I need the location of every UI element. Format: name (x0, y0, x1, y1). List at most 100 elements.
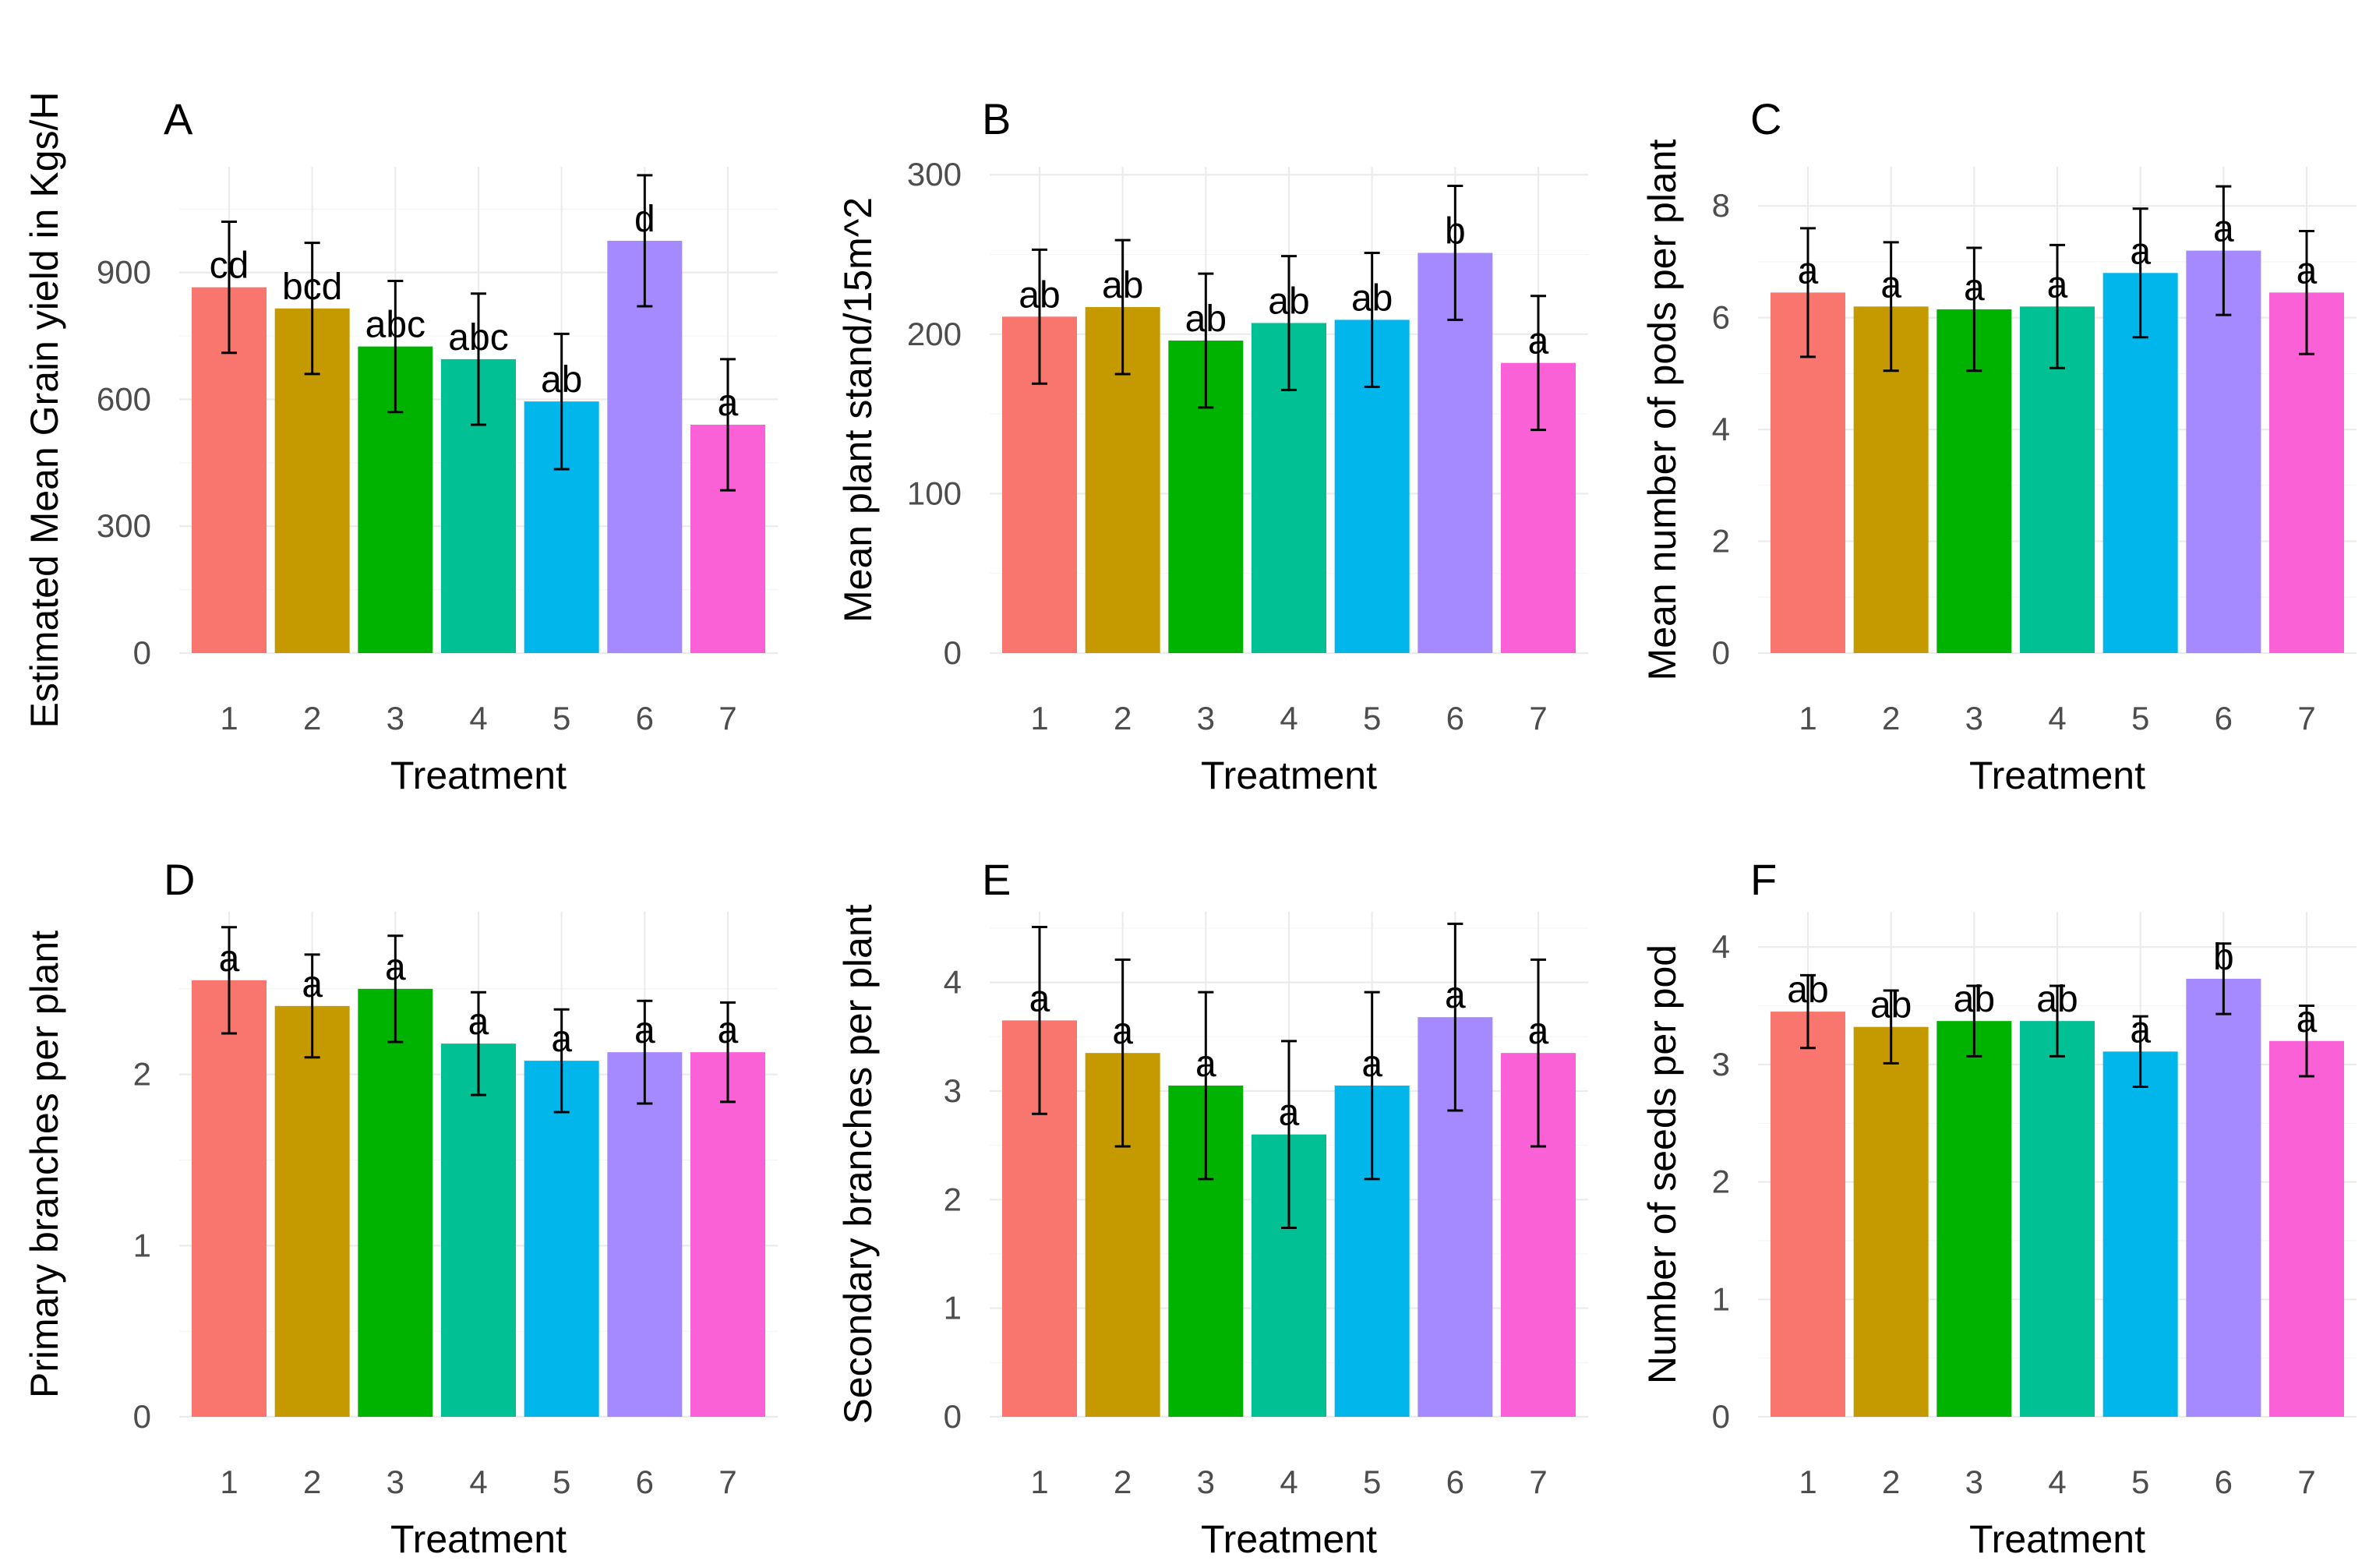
bar (358, 988, 433, 1417)
bar (441, 1044, 516, 1417)
x-tick-label: 4 (469, 700, 487, 736)
x-tick-label: 3 (1965, 700, 1983, 736)
x-tick-label: 3 (387, 700, 404, 736)
error-bar (1032, 926, 1047, 1115)
error-bar (1198, 272, 1214, 409)
error-bar (471, 292, 486, 426)
y-tick-label: 600 (97, 380, 151, 417)
y-axis-title: Primary branches per plant (23, 931, 66, 1398)
error-bar (1530, 295, 1546, 432)
x-tick-label: 5 (2131, 1464, 2149, 1500)
error-bar (1530, 958, 1546, 1148)
error-bar (387, 934, 404, 1044)
significance-label: a (1361, 1044, 1382, 1085)
error-bar (304, 242, 320, 376)
bar (690, 1052, 765, 1417)
x-tick-label: 2 (1114, 1464, 1132, 1500)
y-tick-label: 6 (1712, 299, 1730, 336)
y-tick-label: 4 (944, 964, 962, 1001)
error-bar (720, 1001, 736, 1104)
x-tick-label: 7 (2297, 1464, 2315, 1500)
x-tick-label: 1 (220, 1464, 238, 1500)
significance-label: ab (1185, 298, 1227, 340)
significance-label: ab (1954, 979, 1995, 1020)
y-tick-label: 1 (944, 1290, 962, 1326)
significance-label: a (2297, 250, 2318, 291)
error-bar (1966, 246, 1982, 373)
y-tick-label: 1 (133, 1227, 151, 1263)
x-tick-label: 7 (2297, 700, 2315, 736)
error-bar (1032, 248, 1047, 385)
x-tick-label: 7 (718, 700, 736, 736)
error-bar (1364, 991, 1380, 1181)
x-tick-label: 1 (1799, 1464, 1816, 1500)
error-bar (1364, 251, 1380, 388)
x-axis-title: Treatment (390, 1517, 567, 1561)
significance-label: a (1798, 250, 1819, 291)
x-tick-label: 6 (1446, 700, 1464, 736)
bar (1937, 1021, 2012, 1417)
x-tick-label: 6 (2215, 1464, 2233, 1500)
significance-label: ab (1351, 277, 1393, 319)
bar (607, 240, 683, 653)
significance-label: a (1279, 1093, 1300, 1134)
bar (1771, 1012, 1845, 1417)
panel-a-tag: A (164, 94, 193, 143)
error-bar (637, 999, 653, 1105)
y-tick-label: 2 (1712, 1164, 1730, 1200)
error-bar (553, 332, 570, 471)
panel-c: C 0 2 4 6 8 a a a a a a a 1 2 3 4 5 6 7 Treatment Mean number… (1640, 94, 2357, 797)
significance-label: b (2213, 937, 2234, 978)
x-tick-label: 2 (1882, 700, 1900, 736)
x-tick-label: 3 (1197, 700, 1215, 736)
y-axis-title: Secondary branches per plant (836, 904, 880, 1424)
significance-label: a (1029, 978, 1050, 1019)
error-bar (1883, 989, 1899, 1065)
significance-label: abc (365, 305, 425, 346)
error-bar (2049, 984, 2065, 1058)
x-tick-label: 1 (1030, 700, 1048, 736)
error-bar (1966, 984, 1982, 1058)
significance-label: a (1880, 264, 1901, 305)
y-tick-label: 0 (944, 634, 962, 671)
panel-d: D 0 1 2 a a a a a a a 1 2 3 4 5 6 7 Treatment Primary branc… (23, 855, 778, 1561)
x-tick-label: 4 (1280, 700, 1297, 736)
y-tick-label: 0 (133, 1398, 151, 1435)
y-tick-label: 2 (133, 1056, 151, 1093)
y-tick-label: 3 (944, 1072, 962, 1109)
error-bar (221, 221, 237, 355)
y-tick-label: 4 (1712, 928, 1730, 965)
x-tick-label: 2 (1114, 700, 1132, 736)
x-tick-label: 3 (1965, 1464, 1983, 1500)
significance-label: ab (1019, 274, 1060, 316)
panel-d-tag: D (164, 855, 195, 904)
x-tick-label: 7 (1529, 1464, 1547, 1500)
significance-label: a (219, 938, 240, 980)
significance-label: a (302, 964, 323, 1005)
significance-label: a (2297, 999, 2318, 1040)
error-bar (387, 280, 404, 414)
error-bar (2215, 185, 2232, 316)
x-tick-label: 5 (553, 700, 570, 736)
significance-label: a (2130, 231, 2151, 272)
error-bar (2299, 1005, 2314, 1078)
y-tick-label: 8 (1712, 187, 1730, 224)
error-bar (1198, 991, 1214, 1181)
panel-f-tag: F (1750, 855, 1777, 904)
y-axis-title: Number of seeds per pod (1640, 945, 1684, 1384)
error-bar (1447, 922, 1463, 1112)
x-tick-label: 6 (1446, 1464, 1464, 1500)
x-tick-label: 4 (1280, 1464, 1297, 1500)
bar (1853, 1026, 1929, 1417)
significance-label: a (1112, 1011, 1133, 1052)
error-bar (1883, 241, 1899, 373)
x-tick-label: 5 (1363, 1464, 1381, 1500)
x-tick-label: 6 (2215, 700, 2233, 736)
significance-label: ab (1787, 969, 1828, 1011)
panel-b-tag: B (982, 94, 1011, 143)
significance-label: a (1528, 1011, 1549, 1052)
x-tick-label: 5 (1363, 700, 1381, 736)
